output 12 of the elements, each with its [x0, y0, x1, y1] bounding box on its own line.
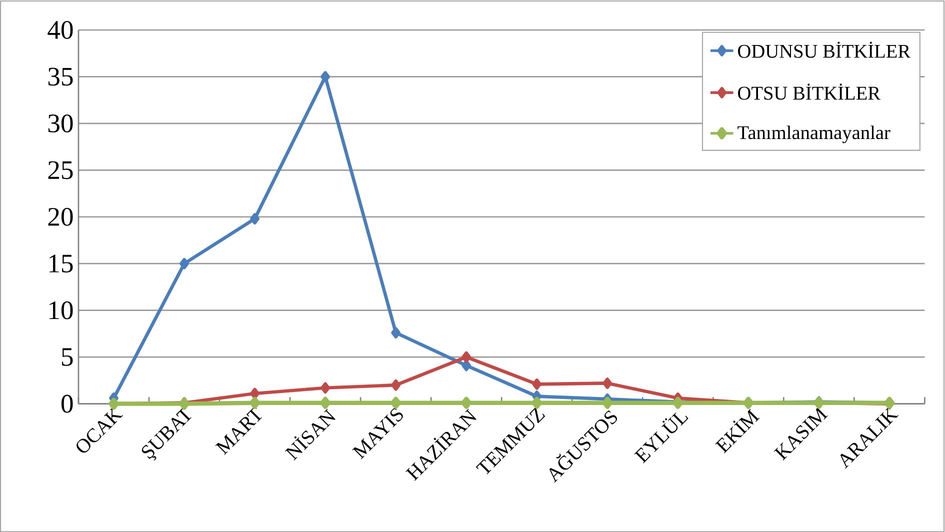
y-tick-label: 35 [48, 68, 73, 86]
legend-label: OTSU BİTKİLER [738, 84, 881, 100]
y-tick-label: 20 [48, 208, 73, 226]
y-tick-label: 5 [62, 348, 73, 366]
legend-label: Tanımlanamayanlar [738, 125, 890, 144]
y-tick-label: 25 [48, 161, 73, 179]
y-tick-label: 0 [61, 394, 73, 413]
y-tick-label: 30 [48, 114, 73, 132]
legend-label: ODUNSU BİTKİLER [738, 42, 911, 58]
y-tick-label: 15 [49, 254, 73, 272]
y-tick-label: 10 [49, 301, 73, 320]
y-tick-label: 40 [48, 20, 73, 39]
